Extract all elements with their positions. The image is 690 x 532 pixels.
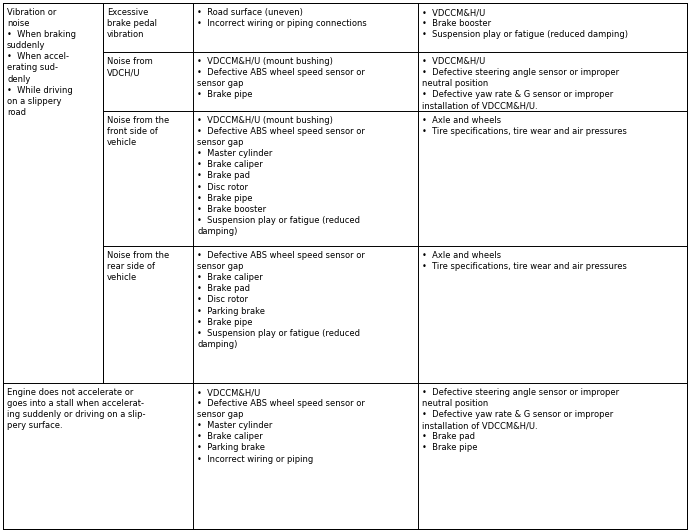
Text: •  VDCCM&H/U (mount bushing)
•  Defective ABS wheel speed sensor or
sensor gap
•: • VDCCM&H/U (mount bushing) • Defective … [197,57,365,99]
Text: Vibration or
noise
•  When braking
suddenly
•  When accel-
erating sud-
denly
• : Vibration or noise • When braking sudden… [7,8,76,117]
Text: •  VDCCM&H/U
•  Defective steering angle sensor or improper
neutral position
•  : • VDCCM&H/U • Defective steering angle s… [422,57,619,111]
Text: Noise from the
rear side of
vehicle: Noise from the rear side of vehicle [107,251,169,282]
Text: •  Defective steering angle sensor or improper
neutral position
•  Defective yaw: • Defective steering angle sensor or imp… [422,388,619,453]
Text: •  Road surface (uneven)
•  Incorrect wiring or piping connections: • Road surface (uneven) • Incorrect wiri… [197,8,367,28]
Text: Excessive
brake pedal
vibration: Excessive brake pedal vibration [107,8,157,39]
Text: •  VDCCM&H/U (mount bushing)
•  Defective ABS wheel speed sensor or
sensor gap
•: • VDCCM&H/U (mount bushing) • Defective … [197,116,365,236]
Text: •  Axle and wheels
•  Tire specifications, tire wear and air pressures: • Axle and wheels • Tire specifications,… [422,251,627,271]
Text: •  Axle and wheels
•  Tire specifications, tire wear and air pressures: • Axle and wheels • Tire specifications,… [422,116,627,136]
Text: Noise from
VDCH/U: Noise from VDCH/U [107,57,152,77]
Text: Noise from the
front side of
vehicle: Noise from the front side of vehicle [107,116,169,147]
Text: •  VDCCM&H/U
•  Brake booster
•  Suspension play or fatigue (reduced damping): • VDCCM&H/U • Brake booster • Suspension… [422,8,628,39]
Text: •  VDCCM&H/U
•  Defective ABS wheel speed sensor or
sensor gap
•  Master cylinde: • VDCCM&H/U • Defective ABS wheel speed … [197,388,365,463]
Text: Engine does not accelerate or
goes into a stall when accelerat-
ing suddenly or : Engine does not accelerate or goes into … [7,388,146,430]
Text: •  Defective ABS wheel speed sensor or
sensor gap
•  Brake caliper
•  Brake pad
: • Defective ABS wheel speed sensor or se… [197,251,365,349]
